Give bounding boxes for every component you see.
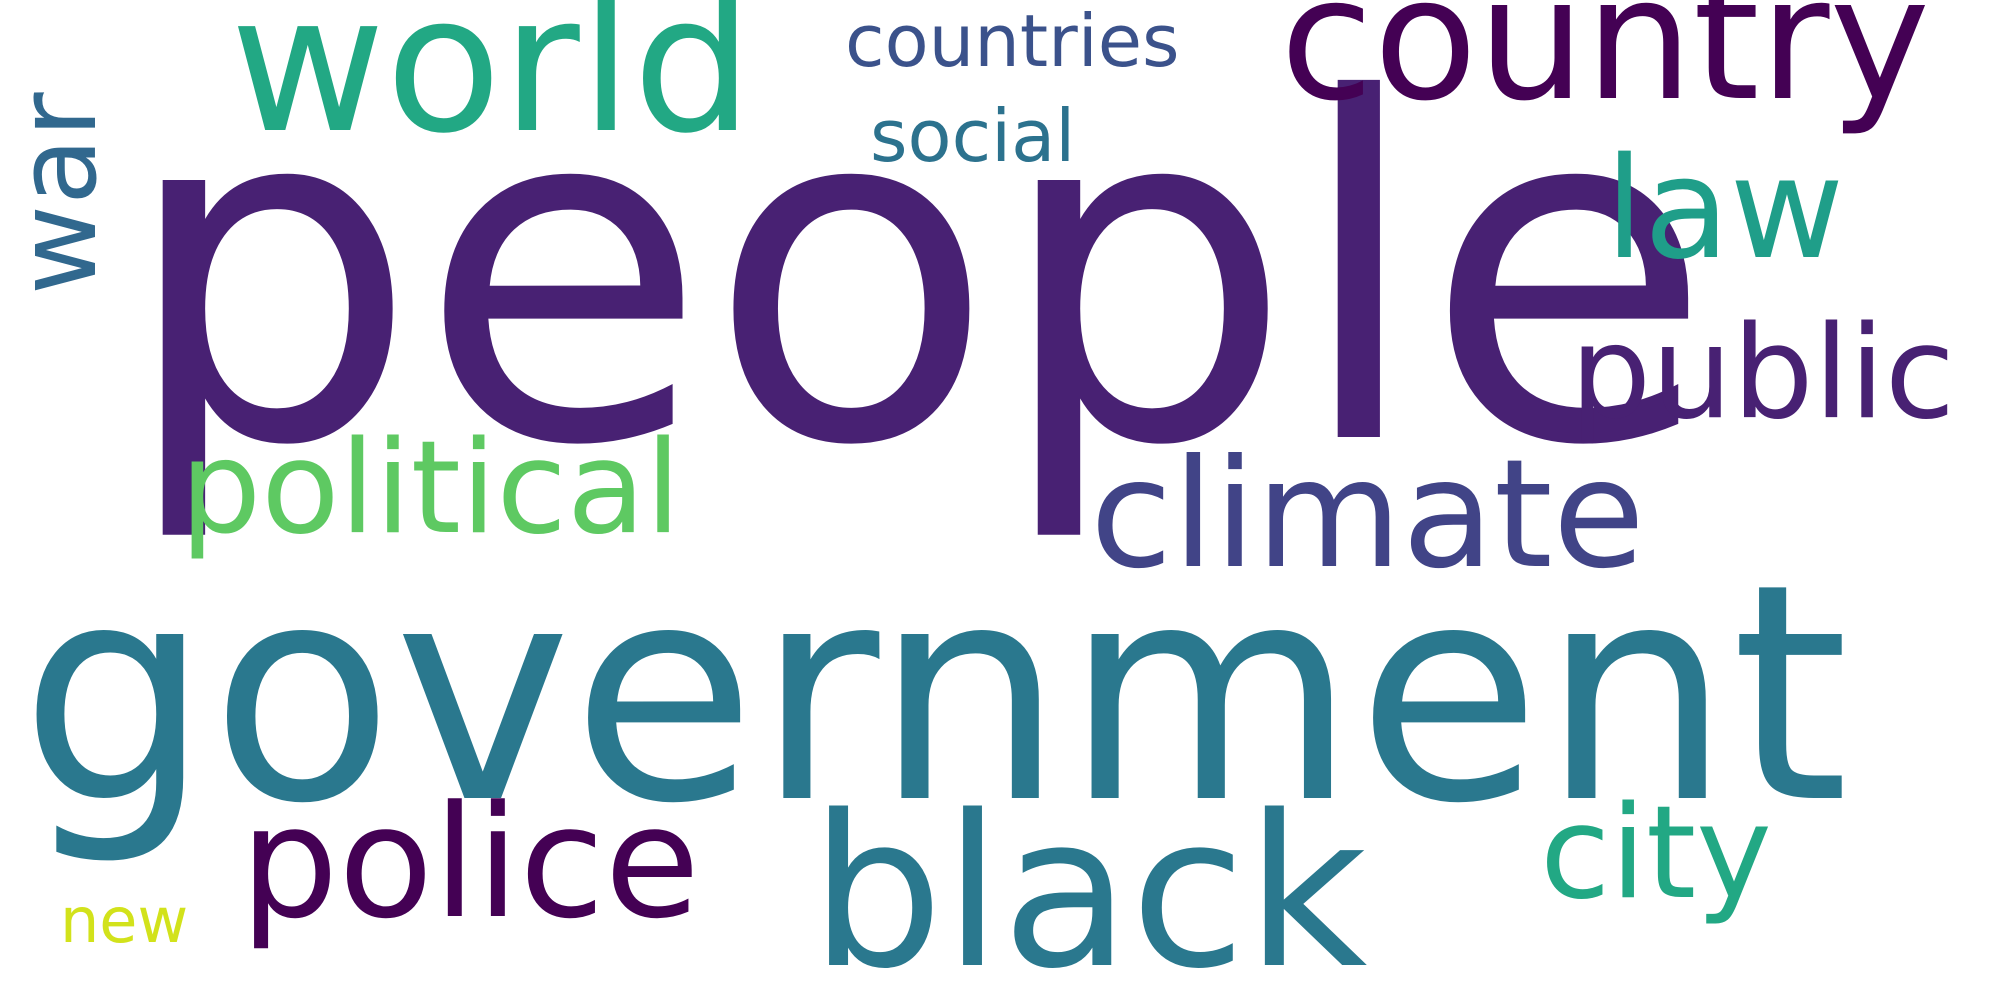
word-public: public (1570, 299, 1956, 448)
word-countries: countries (845, 0, 1180, 83)
word-climate: climate (1090, 428, 1645, 602)
word-government: government (20, 520, 1849, 869)
word-black: black (810, 770, 1368, 1000)
word-police: police (240, 772, 700, 953)
word-world: world (230, 0, 754, 175)
word-country: country (1280, 0, 1931, 139)
word-war: war (0, 92, 121, 295)
word-political: political (180, 414, 681, 563)
word-people: people (120, 1, 1714, 548)
word-new: new (60, 884, 189, 957)
word-law: law (1605, 128, 1845, 291)
word-social: social (870, 94, 1076, 178)
word-city: city (1540, 779, 1772, 928)
